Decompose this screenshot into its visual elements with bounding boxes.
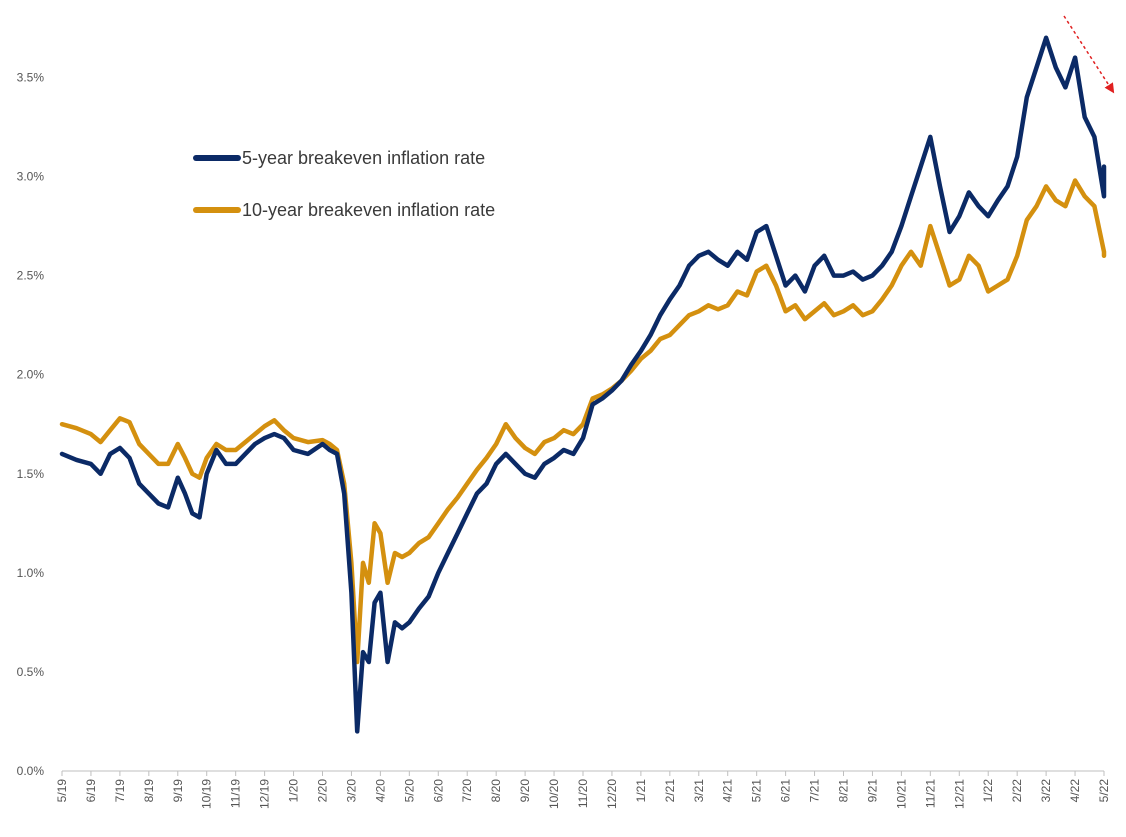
x-tick-label: 1/21 <box>634 779 648 803</box>
y-tick-label: 2.5% <box>17 269 45 283</box>
x-tick-label: 7/19 <box>113 779 127 803</box>
y-tick-label: 2.0% <box>17 368 45 382</box>
series-five-year-line <box>59 35 1107 734</box>
x-tick-label: 8/19 <box>142 779 156 803</box>
x-tick-label: 7/20 <box>460 779 474 803</box>
y-axis-tick-labels: 0.0% 0.5% 1.0% 1.5% 2.0% 2.5% 3.0% 3.5% <box>17 70 45 778</box>
x-tick-label: 10/19 <box>200 779 214 809</box>
x-tick-label: 2/20 <box>316 779 330 803</box>
x-tick-label: 5/20 <box>402 779 416 803</box>
x-axis: 5/19 6/19 7/19 8/19 9/19 10/19 11/19 12/19 1/20 2… <box>55 770 1111 809</box>
x-tick-label: 7/21 <box>808 779 822 803</box>
x-tick-label: 6/20 <box>431 779 445 803</box>
x-tick-label: 5/19 <box>55 779 69 803</box>
y-tick-label: 1.0% <box>17 566 45 580</box>
x-tick-label: 6/21 <box>779 779 793 803</box>
x-tick-label: 3/22 <box>1039 779 1053 803</box>
series-layer <box>59 35 1107 734</box>
x-tick-label: 8/20 <box>489 779 503 803</box>
x-tick-label: 9/19 <box>171 779 185 803</box>
legend-label-ten-year: 10-year breakeven inflation rate <box>242 200 495 220</box>
x-tick-label: 5/22 <box>1097 779 1111 803</box>
x-tick-label: 6/19 <box>84 779 98 803</box>
x-tick-label: 11/20 <box>576 779 590 808</box>
x-tick-label: 9/21 <box>865 779 879 803</box>
x-tick-label: 4/20 <box>373 779 387 803</box>
y-tick-label: 3.5% <box>17 70 45 84</box>
legend: 5-year breakeven inflation rate 10-year … <box>193 148 495 220</box>
y-tick-label: 1.5% <box>17 467 45 481</box>
x-tick-label: 12/19 <box>258 779 272 809</box>
x-tick-label: 2/22 <box>1010 779 1024 803</box>
x-tick-label: 9/20 <box>518 779 532 803</box>
y-tick-label: 0.0% <box>17 764 45 778</box>
x-tick-label: 11/21 <box>923 779 937 808</box>
x-tick-label: 3/21 <box>692 779 706 803</box>
y-tick-label: 3.0% <box>17 170 45 184</box>
y-tick-label: 0.5% <box>17 665 45 679</box>
series-ten-year-line <box>59 178 1107 665</box>
x-tick-label: 12/20 <box>605 779 619 809</box>
x-tick-label: 2/21 <box>663 779 677 803</box>
x-tick-label: 5/21 <box>750 779 764 803</box>
x-tick-label: 10/20 <box>547 779 561 809</box>
annotation-arrow <box>1063 15 1115 94</box>
x-tick-label: 8/21 <box>837 779 851 803</box>
x-tick-label: 3/20 <box>344 779 358 803</box>
x-tick-label: 4/21 <box>721 779 735 803</box>
x-tick-label: 1/22 <box>981 779 995 803</box>
x-tick-label: 12/21 <box>952 779 966 809</box>
x-tick-label: 11/19 <box>229 779 243 808</box>
x-tick-label: 10/21 <box>894 779 908 809</box>
legend-label-five-year: 5-year breakeven inflation rate <box>242 148 485 168</box>
x-tick-label: 4/22 <box>1068 779 1082 803</box>
x-tick-label: 1/20 <box>287 779 301 803</box>
